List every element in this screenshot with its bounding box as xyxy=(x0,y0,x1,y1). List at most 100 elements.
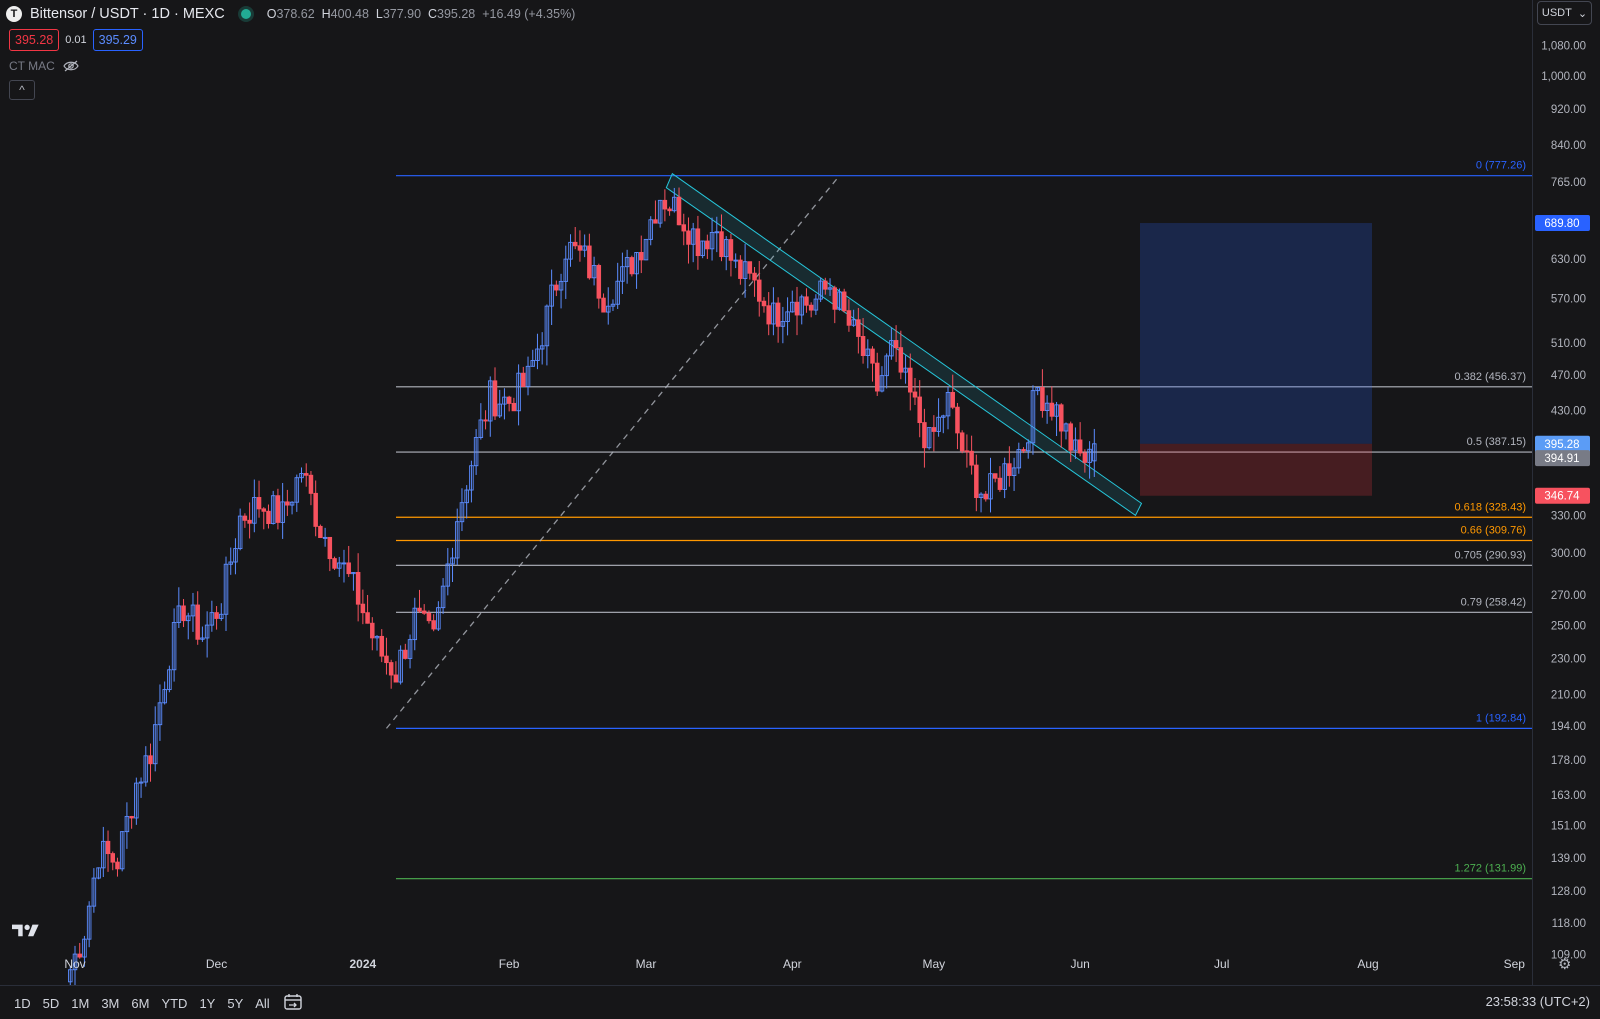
candle-body xyxy=(214,612,219,619)
candle-body xyxy=(1011,467,1017,476)
bottom-toolbar: 1D 5D 1M 3M 6M YTD 1Y 5Y All 23:58:33 (U… xyxy=(0,985,1600,1019)
candle-body xyxy=(384,655,389,664)
range-1d-button[interactable]: 1D xyxy=(14,996,31,1011)
market-status-icon[interactable] xyxy=(240,9,251,19)
candle-body xyxy=(804,296,809,306)
candle-body xyxy=(676,196,682,226)
position-stop-zone xyxy=(1140,443,1372,496)
long-position-tool xyxy=(1140,223,1372,496)
candle-body xyxy=(629,257,635,275)
price-tag-label: 689.80 xyxy=(1544,218,1579,230)
candle-body xyxy=(945,392,951,417)
open-key: O xyxy=(266,7,277,21)
tradingview-logo-icon[interactable] xyxy=(12,922,44,938)
candle-body xyxy=(823,280,828,290)
candle-body xyxy=(77,953,82,958)
sell-button[interactable]: 395.28 xyxy=(9,29,60,51)
position-target-zone xyxy=(1140,223,1372,444)
candle-body xyxy=(488,380,493,422)
candle-body xyxy=(889,340,894,357)
candle-body xyxy=(200,637,205,640)
candle-body xyxy=(903,367,908,373)
range-3m-button[interactable]: 3M xyxy=(101,996,120,1011)
candle-body xyxy=(681,224,687,232)
eye-off-icon[interactable] xyxy=(63,60,79,72)
candle-body xyxy=(1082,452,1088,463)
currency-selector[interactable]: USDT ⌄ xyxy=(1537,1,1592,25)
candle-body xyxy=(464,489,469,504)
x-tick-label: Nov xyxy=(64,957,85,971)
candle-body xyxy=(624,257,630,268)
range-all-button[interactable]: All xyxy=(255,996,270,1011)
candle-body xyxy=(643,238,649,261)
candle-body xyxy=(318,525,323,538)
candle-body xyxy=(167,669,172,691)
indicator-label[interactable]: CT MAC xyxy=(9,59,55,73)
candle-body xyxy=(572,241,578,247)
calendar-goto-icon[interactable] xyxy=(283,992,303,1012)
candle-body xyxy=(964,450,970,453)
fib-level-label: 0.705 (290.93) xyxy=(1454,549,1526,561)
candle-body xyxy=(511,402,517,412)
candle-body xyxy=(799,296,804,316)
x-tick-label: Sep xyxy=(1504,957,1526,971)
candle-body xyxy=(780,321,786,327)
candle-body xyxy=(115,861,120,870)
y-tick-label: 250.00 xyxy=(1551,620,1586,632)
candle-body xyxy=(771,302,776,325)
fib-level-label: 0.382 (456.37) xyxy=(1454,371,1526,383)
candle-body xyxy=(535,348,540,361)
clock-timezone[interactable]: 23:58:33 (UTC+2) xyxy=(1485,994,1590,1009)
candle-body xyxy=(110,853,116,863)
trade-panel: 395.28 0.01 395.29 xyxy=(9,29,143,51)
low-key: L xyxy=(375,7,383,21)
settings-gear-icon[interactable]: ⚙ xyxy=(1558,956,1572,973)
range-5y-button[interactable]: 5Y xyxy=(227,996,244,1011)
y-tick-label: 151.00 xyxy=(1551,820,1586,832)
range-6m-button[interactable]: 6M xyxy=(131,996,150,1011)
candle-body xyxy=(705,240,710,250)
candle-body xyxy=(832,287,838,310)
candle-body xyxy=(827,287,833,290)
y-axis: 1,080.001,000.00920.00840.00765.00690.00… xyxy=(1541,40,1586,961)
candle-body xyxy=(521,372,526,387)
x-tick-label: 2024 xyxy=(350,957,377,971)
candle-body xyxy=(365,612,370,624)
candle-body xyxy=(417,607,422,612)
y-tick-label: 109.00 xyxy=(1551,950,1586,962)
candle-body xyxy=(525,365,531,387)
candle-body xyxy=(657,199,663,224)
buy-button[interactable]: 395.29 xyxy=(92,29,143,51)
y-tick-label: 1,080.00 xyxy=(1541,40,1586,52)
candle-body xyxy=(738,259,743,279)
range-5d-button[interactable]: 5D xyxy=(42,996,60,1011)
candle-body xyxy=(426,612,432,622)
y-tick-label: 430.00 xyxy=(1551,405,1586,417)
candle-body xyxy=(289,501,295,506)
high-value: 400.48 xyxy=(330,7,369,21)
range-1y-button[interactable]: 1Y xyxy=(199,996,216,1011)
candle-body xyxy=(101,840,106,869)
candle-body xyxy=(285,501,290,506)
candle-body xyxy=(865,348,871,357)
candle-body xyxy=(908,367,913,393)
candle-body xyxy=(450,557,455,565)
range-1m-button[interactable]: 1M xyxy=(71,996,90,1011)
candle-body xyxy=(393,674,399,683)
fib-level-label: 0.66 (309.76) xyxy=(1461,524,1526,536)
candle-body xyxy=(303,473,309,476)
close-key: C xyxy=(428,7,438,21)
symbol-title[interactable]: Bittensor / USDT · 1D · MEXC xyxy=(30,6,225,22)
candle-body xyxy=(790,301,795,313)
collapse-legend-button[interactable]: ^ xyxy=(9,80,35,100)
range-ytd-button[interactable]: YTD xyxy=(161,996,188,1011)
candle-body xyxy=(129,816,134,819)
price-tag-label: 394.91 xyxy=(1544,453,1579,465)
candle-body xyxy=(884,355,889,377)
candle-body xyxy=(346,562,351,575)
x-axis: Nov Dec 2024 Feb Mar Apr May Jun Jul Aug Sep xyxy=(64,957,1525,971)
candle-body xyxy=(610,303,616,307)
candle-body xyxy=(351,571,356,575)
currency-label: USDT xyxy=(1541,7,1572,19)
